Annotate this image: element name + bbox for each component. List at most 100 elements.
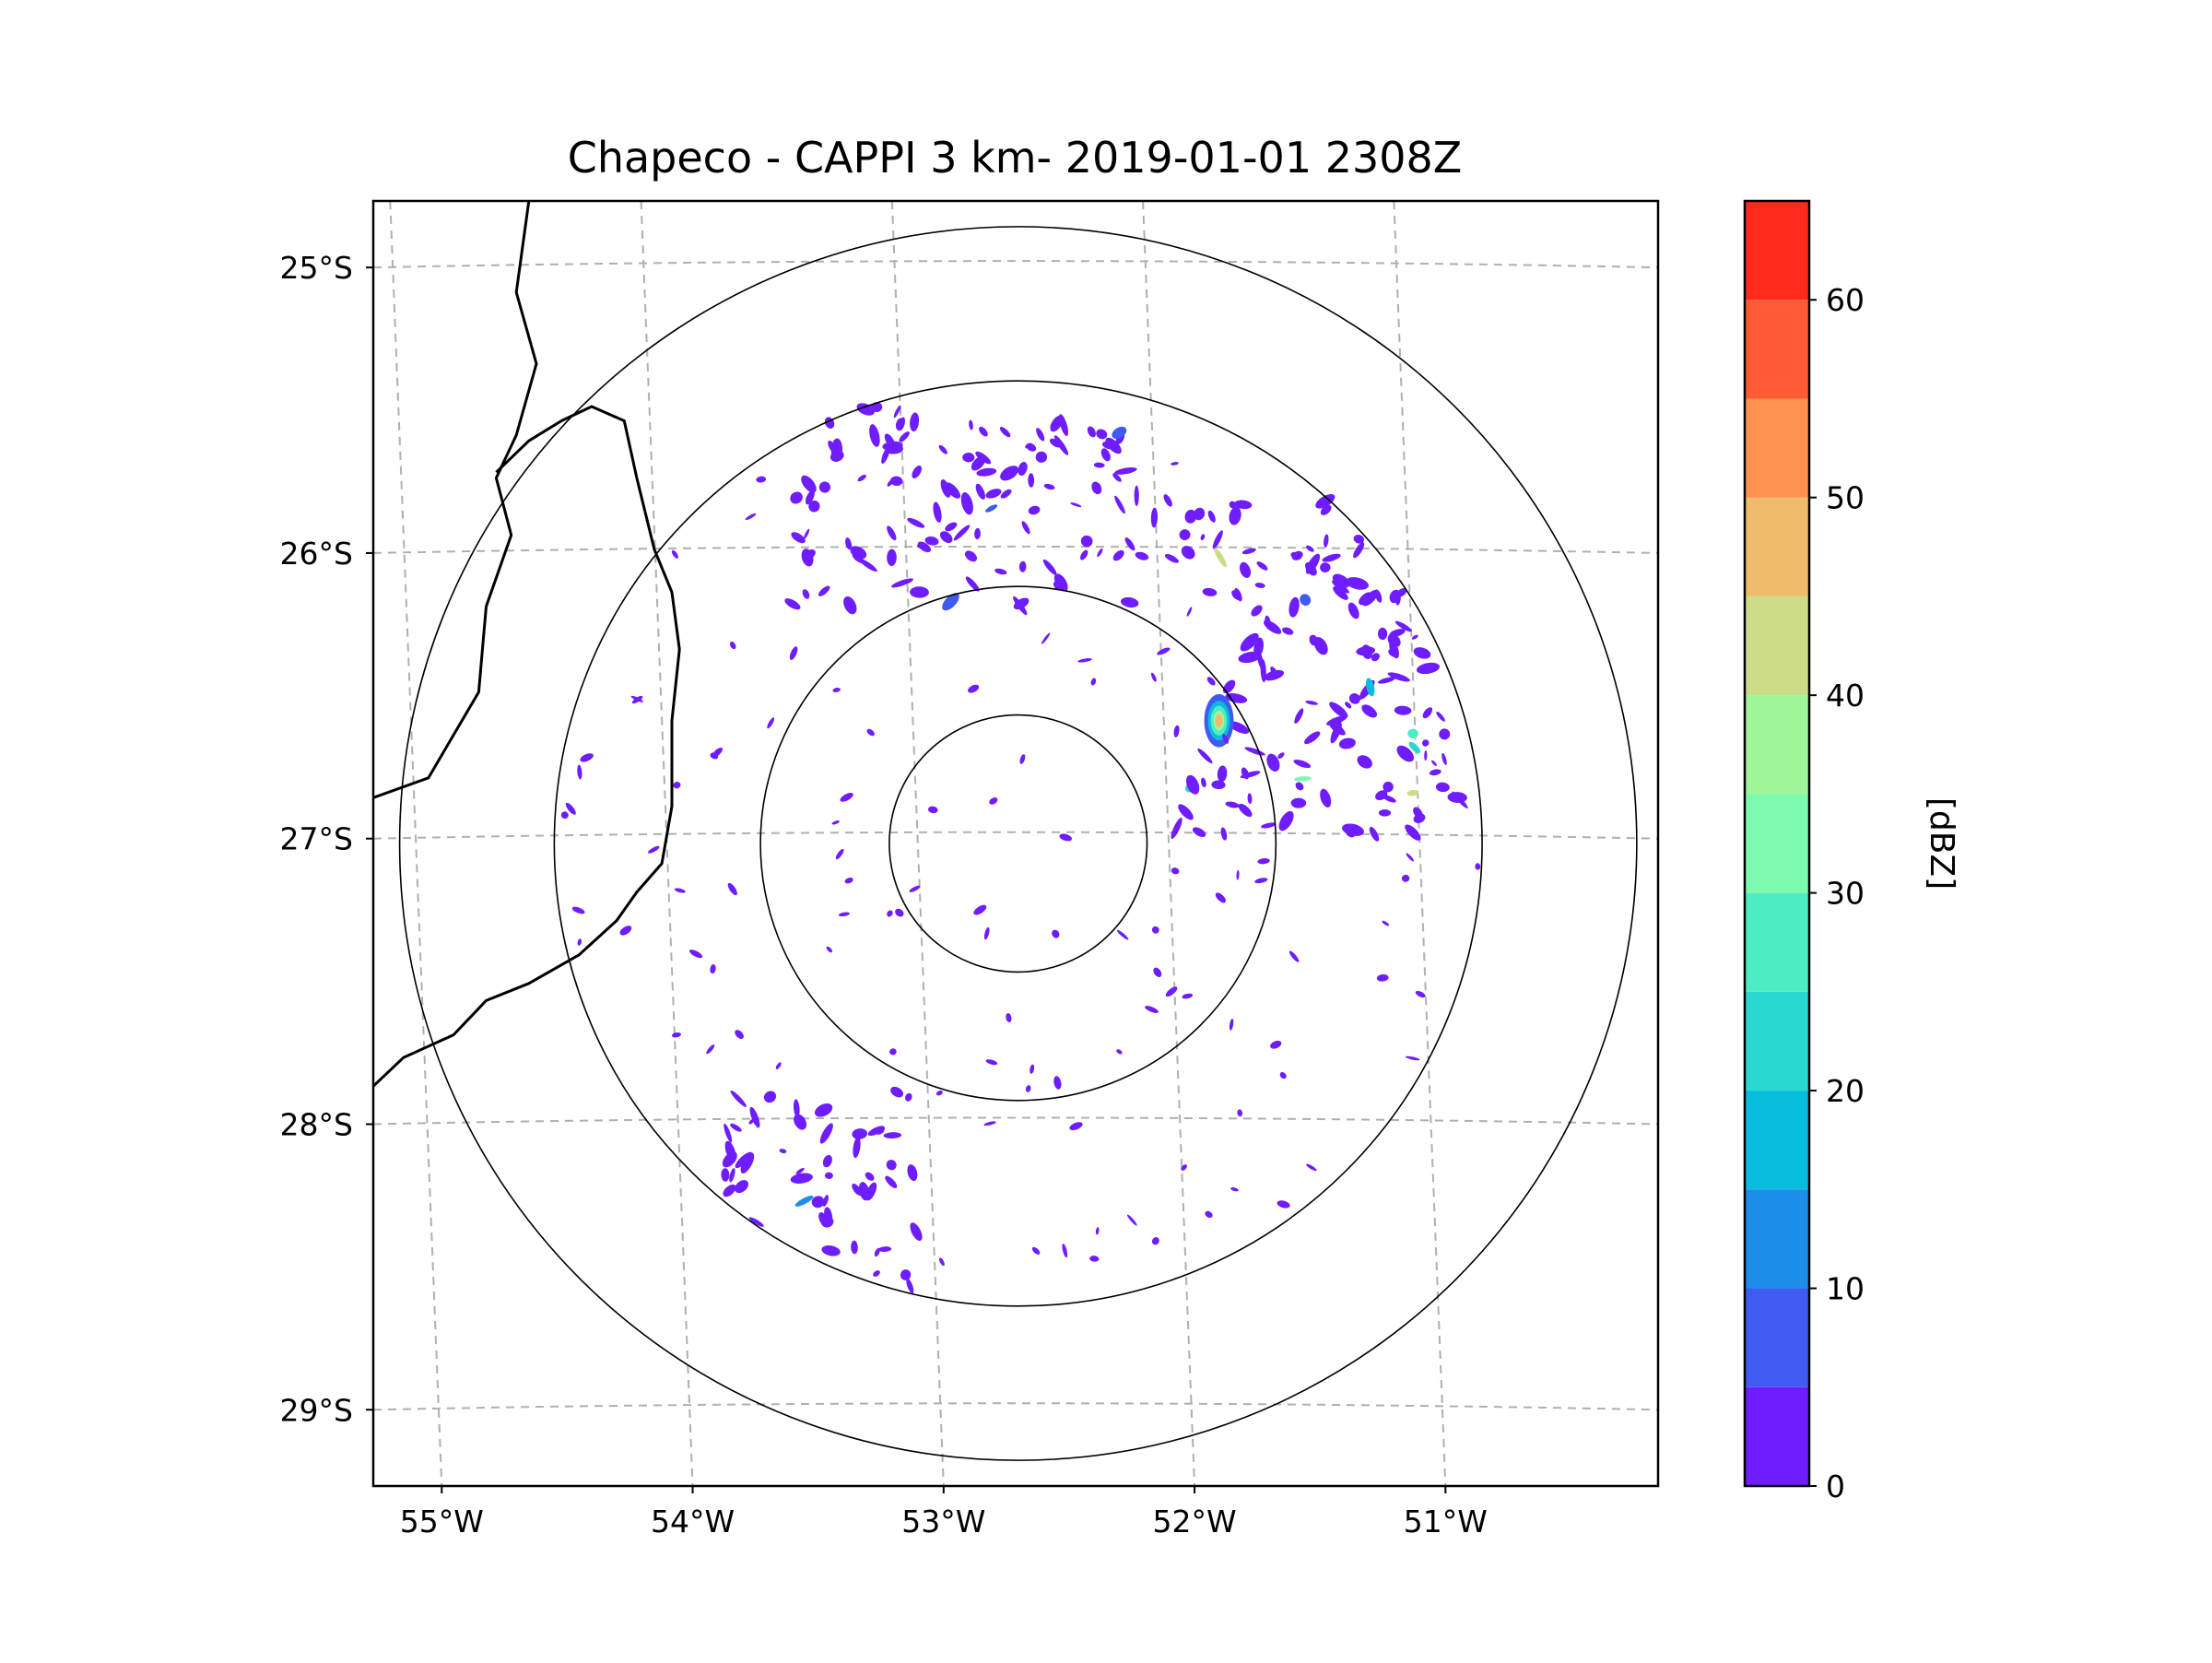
- x-tick-label: 55°W: [400, 1504, 484, 1539]
- echo-pixel: [1090, 678, 1097, 686]
- echo-pixel: [910, 1222, 923, 1241]
- echo-pixel: [1182, 993, 1194, 999]
- echo-pixel: [835, 848, 844, 860]
- echo-pixel: [1406, 789, 1419, 796]
- echo-pixel: [1320, 504, 1332, 515]
- gridlines: [373, 201, 1658, 1486]
- echo-pixel: [1406, 853, 1415, 862]
- echo-pixel: [1185, 774, 1200, 795]
- echo-pixel: [1291, 550, 1303, 560]
- chart-title: Chapeco - CAPPI 3 km- 2019-01-01 2308Z: [568, 133, 1463, 183]
- echo-pixel: [887, 910, 893, 917]
- echo-pixel: [795, 1167, 805, 1174]
- echo-pixel: [851, 1240, 858, 1255]
- echo-pixel: [962, 452, 975, 463]
- echo-pixel: [577, 938, 582, 946]
- echo-pixel: [979, 426, 988, 437]
- gridline-lat: [373, 1116, 1658, 1126]
- echo-pixel: [1278, 810, 1294, 832]
- echo-pixel: [808, 500, 820, 513]
- echo-pixel: [875, 1126, 885, 1135]
- echo-pixel: [1052, 929, 1060, 938]
- echo-pixel: [818, 585, 830, 596]
- echo-pixel: [819, 1123, 833, 1144]
- y-tick-label: 25°S: [280, 250, 353, 286]
- echo-pixel: [843, 596, 857, 615]
- echo-pixel: [1382, 795, 1396, 803]
- echo-pixel: [673, 782, 681, 789]
- echo-pixel: [1236, 869, 1240, 880]
- echo-pixel: [845, 537, 853, 550]
- echo-pixel: [1202, 587, 1218, 596]
- colorbar-segment: [1745, 596, 1809, 696]
- echo-pixel: [889, 476, 903, 487]
- echo-pixel: [974, 527, 981, 540]
- echo-pixel: [1415, 990, 1426, 998]
- echo-pixel: [1361, 704, 1378, 718]
- echo-pixel: [999, 427, 1011, 438]
- echo-pixel: [890, 1086, 904, 1098]
- echo-pixel: [1333, 586, 1348, 600]
- echo-pixel: [791, 532, 806, 544]
- echo-pixel: [1277, 1200, 1290, 1209]
- map-area: [373, 201, 1658, 1486]
- echo-pixel: [805, 489, 815, 505]
- echo-pixel: [1217, 765, 1228, 783]
- echo-pixel: [1105, 437, 1122, 454]
- echo-pixel: [1315, 494, 1335, 509]
- echo-pixel: [580, 753, 594, 762]
- echo-pixel: [891, 578, 913, 588]
- echo-pixel: [1101, 441, 1113, 450]
- echo-pixel: [983, 1121, 996, 1126]
- echo-pixel: [883, 1132, 902, 1139]
- echo-pixel: [674, 888, 686, 893]
- echo-pixel: [1080, 549, 1088, 560]
- gridline-lat: [373, 260, 1658, 269]
- echo-pixel: [1411, 634, 1418, 640]
- echo-pixel: [831, 820, 840, 825]
- gridline-lat: [373, 545, 1658, 554]
- echo-pixel: [1240, 561, 1251, 578]
- echo-pixel: [784, 598, 801, 610]
- echo-pixel: [1424, 750, 1428, 761]
- echo-pixel: [869, 424, 880, 447]
- echo-pixel: [1324, 534, 1329, 548]
- colorbar-tick-label: 50: [1826, 480, 1865, 516]
- echo-pixel: [1035, 451, 1048, 463]
- echo-pixel: [1021, 521, 1030, 535]
- echo-pixel: [1192, 827, 1206, 838]
- echo-pixel: [1309, 634, 1318, 646]
- echo-pixel: [1151, 926, 1159, 934]
- echo-pixel: [1112, 473, 1122, 482]
- echo-pixel: [822, 1195, 829, 1207]
- echo-pixel: [1077, 658, 1092, 663]
- echo-pixel: [1059, 833, 1073, 842]
- echo-pixel: [933, 501, 942, 523]
- echo-pixel: [1145, 1006, 1159, 1013]
- colorbar-segment: [1745, 300, 1809, 399]
- echo-pixel: [985, 504, 998, 513]
- political-borders: [373, 201, 681, 1088]
- echo-pixel: [1475, 863, 1481, 870]
- echo-pixel: [1270, 666, 1279, 679]
- echo-pixel: [712, 747, 723, 758]
- echo-pixel: [803, 528, 810, 539]
- echo-pixel: [873, 1270, 880, 1277]
- echo-pixel: [756, 476, 767, 483]
- border-line: [373, 405, 681, 1088]
- echo-pixel: [735, 1030, 744, 1039]
- echo-pixel: [729, 1168, 735, 1183]
- echo-pixel: [811, 1196, 825, 1209]
- echo-pixel: [730, 1090, 747, 1107]
- echo-pixel: [983, 926, 990, 940]
- echo-pixel: [844, 877, 853, 884]
- echo-pixel: [971, 455, 986, 471]
- echo-pixel: [1053, 435, 1069, 455]
- echo-pixel: [631, 695, 643, 704]
- echo-pixel: [1353, 535, 1365, 544]
- echo-pixel: [1429, 769, 1441, 776]
- echo-pixel: [1229, 1019, 1234, 1031]
- echo-pixel: [1112, 549, 1124, 561]
- colorbar-segment: [1745, 497, 1809, 596]
- echo-pixel: [1416, 662, 1441, 675]
